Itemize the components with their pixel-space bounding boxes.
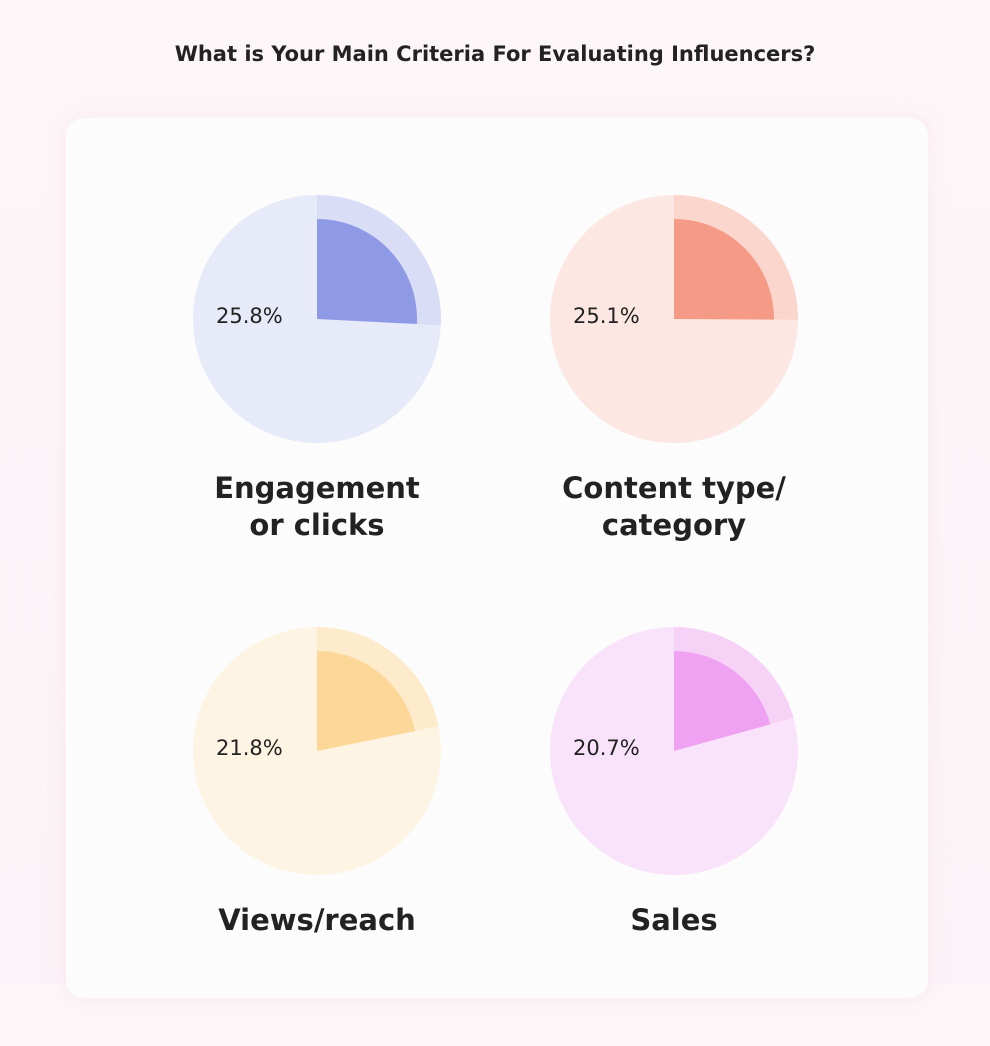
pie-engagement-slice xyxy=(317,219,417,325)
pie-content-type-label-line-1: Content type/ xyxy=(562,471,786,505)
pie-chart-sales: 20.7% Sales xyxy=(549,626,849,1046)
pie-sales-label: Sales xyxy=(549,902,799,939)
pie-engagement-value-label: 25.8% xyxy=(216,304,283,328)
pie-engagement-label-line-2: or clicks xyxy=(249,508,385,542)
pie-engagement-svg xyxy=(193,195,441,443)
pie-chart-views-reach: 21.8% Views/reach xyxy=(192,626,492,1046)
pie-chart-engagement: 25.8% Engagement or clicks xyxy=(192,194,492,614)
pie-content-type-label-line-2: category xyxy=(601,508,747,542)
pie-sales-slice xyxy=(674,651,771,751)
pie-views-reach-label-line-1: Views/reach xyxy=(218,903,416,937)
pie-views-reach-label: Views/reach xyxy=(192,902,442,939)
pie-content-type-label: Content type/ category xyxy=(549,470,799,544)
pie-content-type-slice xyxy=(674,219,775,320)
chart-title: What is Your Main Criteria For Evaluatin… xyxy=(174,42,816,66)
pie-content-type-value-label: 25.1% xyxy=(573,304,640,328)
pie-sales-value-label: 20.7% xyxy=(573,736,640,760)
pie-views-reach-svg xyxy=(193,627,441,875)
pie-sales-label-line-1: Sales xyxy=(630,903,718,937)
pie-chart-content-type: 25.1% Content type/ category xyxy=(549,194,849,614)
pie-content-type-svg xyxy=(550,195,799,443)
pie-views-reach-slice xyxy=(317,651,415,751)
pie-engagement-label-line-1: Engagement xyxy=(214,471,420,505)
pie-views-reach-value-label: 21.8% xyxy=(216,736,283,760)
pie-engagement-label: Engagement or clicks xyxy=(192,470,442,544)
pie-sales-svg xyxy=(550,627,798,875)
